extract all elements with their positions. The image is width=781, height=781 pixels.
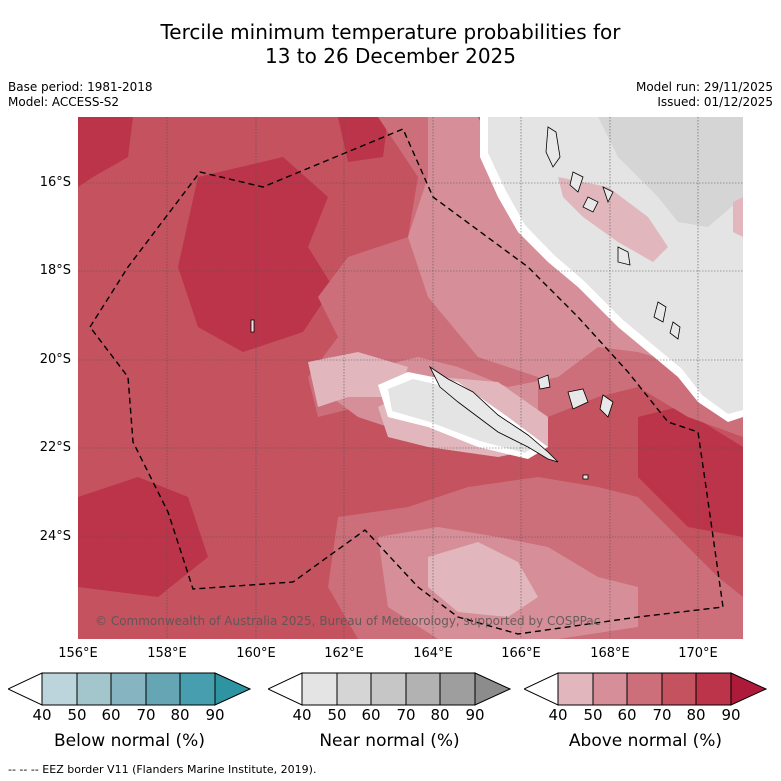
cb-below-label: Below normal (%): [54, 731, 205, 751]
colorbar-swatch: [661, 672, 697, 706]
colorbar-swatch: [524, 672, 559, 706]
small-islet-west: [250, 319, 255, 333]
colorbar-swatch: [626, 672, 663, 706]
cb-above-tick: 70: [652, 706, 672, 724]
lon-label: 164°E: [413, 646, 453, 661]
colorbar-swatch: [301, 672, 338, 706]
field-50-60: [318, 117, 743, 447]
model-run: Model run: 29/11/2025: [635, 80, 773, 94]
model-name: Model: ACCESS-S2: [8, 95, 120, 109]
lon-label: 158°E: [147, 646, 187, 661]
base-period: Base period: 1981-2018: [8, 80, 153, 94]
field-80-90-west: [78, 117, 133, 187]
meta-left: Base period: 1981-2018 Model: ACCESS-S2: [8, 80, 153, 110]
colorbar-swatch: [695, 672, 732, 706]
colorbar-swatch: [557, 672, 594, 706]
cb-below-tick: 90: [205, 706, 225, 724]
map-canvas: [78, 117, 743, 639]
near-normal-island: [388, 379, 536, 453]
loyalty-islands-coast: [537, 374, 614, 418]
colorbar-swatch: [336, 672, 372, 706]
colorbar-swatch: [41, 672, 78, 706]
colorbar-swatch: [439, 672, 476, 706]
colorbar-swatch: [76, 672, 112, 706]
lon-label: 162°E: [324, 646, 364, 661]
field-40-50-south: [428, 542, 538, 617]
eez-border: [89, 128, 724, 635]
colorbar-above-normal: [524, 672, 767, 706]
field-80-90-central: [178, 157, 333, 352]
issued-date: Issued: 01/12/2025: [657, 95, 773, 109]
colorbar-swatch: [592, 672, 628, 706]
cb-above-tick: 90: [721, 706, 741, 724]
cb-near-tick: 60: [361, 706, 381, 724]
colorbar-swatch: [179, 672, 216, 706]
islet-south: [582, 474, 589, 480]
colorbar-swatch: [145, 672, 181, 706]
cb-above-tick: 50: [583, 706, 603, 724]
cb-below-tick: 80: [170, 706, 190, 724]
cb-near-tick: 80: [430, 706, 450, 724]
cb-below-tick: 50: [67, 706, 87, 724]
cb-below-tick: 60: [101, 706, 121, 724]
coastlines: [250, 126, 681, 480]
lon-label: 170°E: [678, 646, 718, 661]
title-line-1: Tercile minimum temperature probabilitie…: [160, 20, 621, 44]
probability-map: [78, 117, 743, 639]
lat-label: 20°S: [39, 352, 71, 367]
cb-near-label: Near normal (%): [319, 731, 460, 751]
near-normal-region-50: [598, 117, 743, 227]
meta-right: Model run: 29/11/2025 Issued: 01/12/2025: [636, 80, 773, 110]
above-normal-pocket-east: [733, 197, 743, 237]
field-80-90-southeast: [638, 407, 743, 537]
cb-above-tick: 40: [548, 706, 568, 724]
lat-label: 18°S: [39, 263, 71, 278]
lon-label: 168°E: [590, 646, 630, 661]
cb-near-tick: 90: [465, 706, 485, 724]
new-caledonia-coast: [428, 365, 559, 463]
cb-near-tick: 50: [327, 706, 347, 724]
cb-below-tick: 70: [136, 706, 156, 724]
graticule: [78, 117, 743, 639]
colorbar-swatch: [405, 672, 441, 706]
title-line-2: 13 to 26 December 2025: [264, 44, 516, 68]
colorbar-swatch: [268, 672, 303, 706]
field-80-90-south: [78, 477, 208, 597]
colorbar-below-normal: [8, 672, 251, 706]
cb-near-tick: 70: [396, 706, 416, 724]
lat-label: 16°S: [39, 175, 71, 190]
lon-label: 160°E: [236, 646, 276, 661]
field-80-90-north: [338, 117, 388, 162]
copyright-notice: © Commonwealth of Australia 2025, Bureau…: [95, 614, 601, 628]
cb-above-tick: 80: [686, 706, 706, 724]
colorbar-near-normal: [268, 672, 511, 706]
lat-label: 24°S: [39, 529, 71, 544]
colorbar-swatch: [730, 672, 767, 706]
map-title: Tercile minimum temperature probabilitie…: [0, 20, 781, 68]
colorbar-swatch: [214, 672, 251, 706]
colorbar-swatch: [370, 672, 407, 706]
colorbar-swatch: [8, 672, 43, 706]
lon-label: 156°E: [58, 646, 98, 661]
above-normal-pocket-vanuatu: [558, 177, 668, 262]
cb-below-tick: 40: [32, 706, 52, 724]
lat-label: 22°S: [39, 440, 71, 455]
colorbar-swatch: [110, 672, 147, 706]
colorbar-swatch: [474, 672, 511, 706]
lon-label: 166°E: [501, 646, 541, 661]
cb-above-label: Above normal (%): [568, 731, 723, 751]
eez-legend-note: -- -- -- EEZ border V11 (Flanders Marine…: [8, 763, 317, 776]
vanuatu-coast: [545, 126, 681, 340]
cb-near-tick: 40: [292, 706, 312, 724]
cb-above-tick: 60: [617, 706, 637, 724]
